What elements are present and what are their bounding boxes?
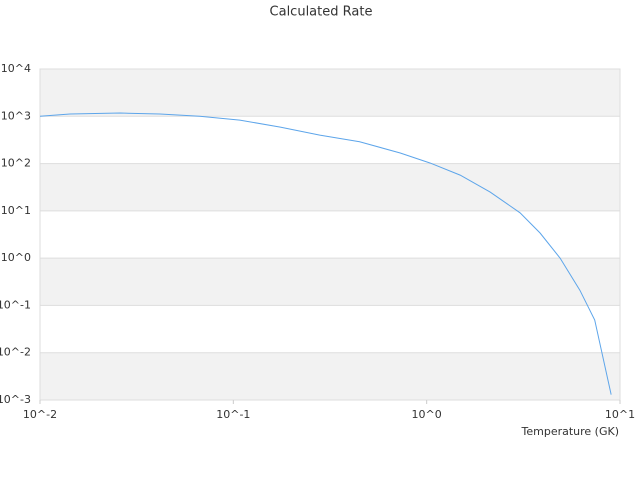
y-tick-label: 10^3 bbox=[1, 109, 31, 122]
x-axis-label: Temperature (GK) bbox=[521, 425, 620, 438]
y-tick-label: 10^0 bbox=[1, 251, 31, 264]
x-tick-label: 10^1 bbox=[605, 408, 635, 421]
y-tick-label: 10^-3 bbox=[0, 393, 31, 406]
grid-band bbox=[40, 258, 620, 306]
grid-band bbox=[40, 352, 620, 400]
line-series bbox=[39, 112, 612, 395]
plot-frame bbox=[39, 68, 621, 401]
y-tick-label: 10^1 bbox=[1, 204, 31, 217]
y-tick-label: 10^2 bbox=[1, 157, 31, 170]
y-tick-label: 10^-2 bbox=[0, 346, 31, 359]
grid-band bbox=[40, 69, 620, 117]
y-tick-label: 10^-1 bbox=[0, 298, 31, 311]
grid-band bbox=[40, 163, 620, 211]
x-tick-label: 10^-1 bbox=[216, 408, 250, 421]
x-tick-label: 10^-2 bbox=[23, 408, 57, 421]
x-tick-label: 10^0 bbox=[412, 408, 442, 421]
y-tick-label: 10^4 bbox=[1, 62, 31, 75]
chart-title: Calculated Rate bbox=[270, 5, 373, 20]
